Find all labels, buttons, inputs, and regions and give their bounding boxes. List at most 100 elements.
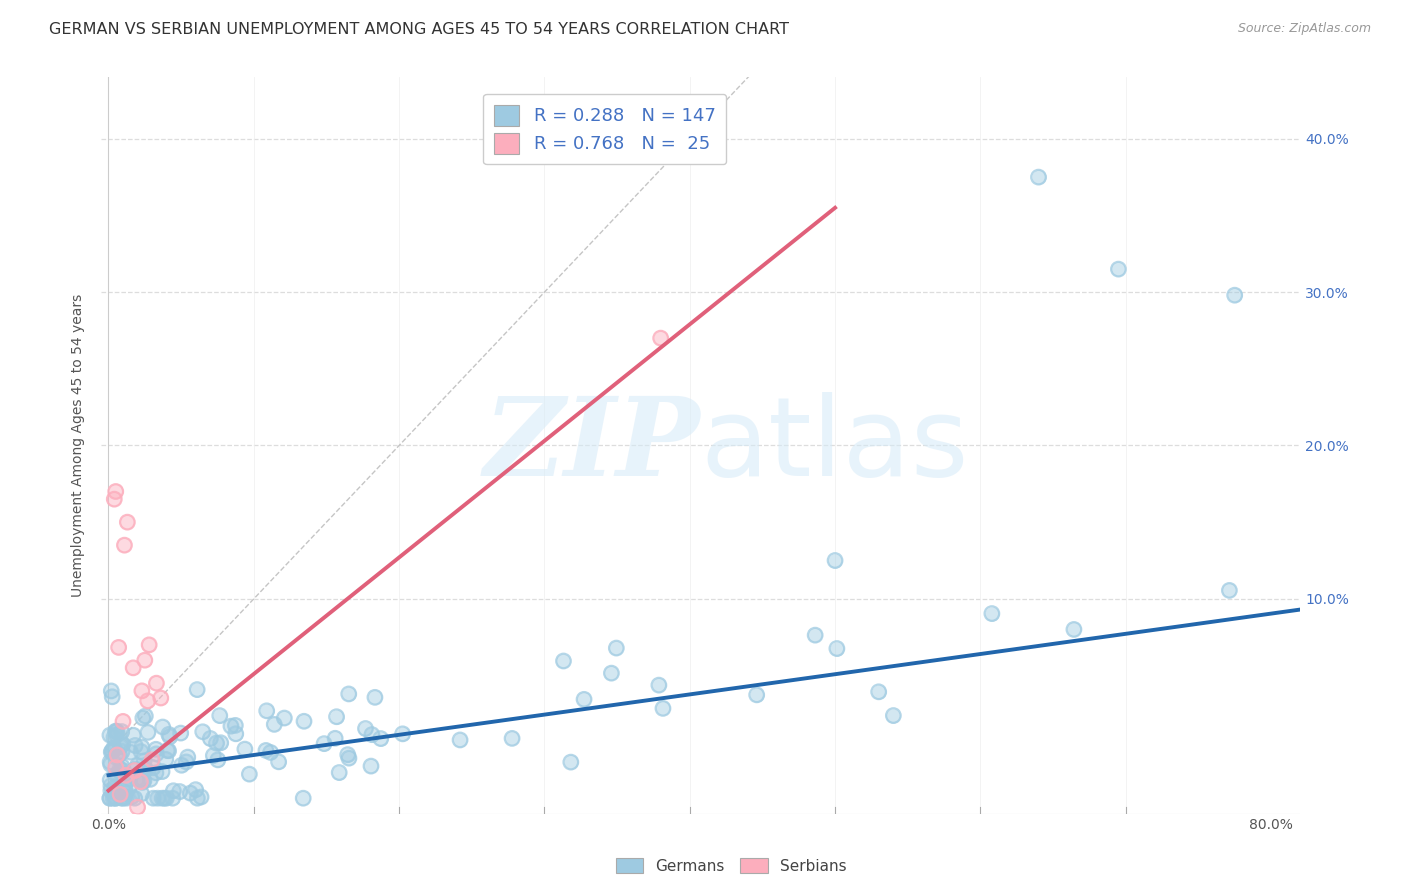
Point	[225, 727, 247, 741]
Point	[118, 780, 141, 795]
Point	[238, 767, 260, 781]
Point	[1218, 583, 1240, 598]
Point	[233, 742, 256, 756]
Point	[205, 736, 228, 750]
Point	[572, 692, 595, 706]
Point	[156, 743, 179, 757]
Point	[314, 737, 336, 751]
Point	[449, 733, 471, 747]
Point	[136, 725, 159, 739]
Point	[267, 755, 290, 769]
Point	[138, 638, 160, 652]
Point	[129, 774, 152, 789]
Point	[105, 728, 128, 742]
Point	[134, 754, 156, 768]
Point	[105, 724, 128, 739]
Point	[101, 690, 124, 704]
Point	[652, 701, 675, 715]
Point	[323, 731, 346, 746]
Point	[145, 765, 167, 780]
Point	[122, 728, 145, 742]
Point	[103, 740, 125, 755]
Point	[104, 791, 127, 805]
Point	[337, 687, 360, 701]
Point	[108, 762, 131, 776]
Point	[124, 791, 146, 805]
Point	[745, 688, 768, 702]
Point	[110, 739, 132, 754]
Point	[648, 678, 671, 692]
Point	[145, 676, 167, 690]
Point	[131, 684, 153, 698]
Point	[1028, 170, 1050, 185]
Point	[105, 750, 128, 764]
Point	[118, 780, 141, 795]
Point	[104, 484, 127, 499]
Point	[263, 717, 285, 731]
Point	[804, 628, 827, 642]
Point	[100, 684, 122, 698]
Point	[136, 694, 159, 708]
Point	[391, 727, 413, 741]
Point	[120, 745, 142, 759]
Point	[104, 724, 127, 739]
Point	[152, 720, 174, 734]
Y-axis label: Unemployment Among Ages 45 to 54 years: Unemployment Among Ages 45 to 54 years	[72, 293, 86, 597]
Point	[259, 746, 281, 760]
Point	[648, 678, 671, 692]
Point	[132, 711, 155, 725]
Point	[162, 791, 184, 805]
Point	[186, 682, 208, 697]
Point	[179, 786, 201, 800]
Point	[114, 538, 136, 552]
Point	[208, 708, 231, 723]
Point	[122, 728, 145, 742]
Point	[600, 666, 623, 681]
Point	[361, 728, 384, 742]
Point	[124, 764, 146, 778]
Point	[139, 772, 162, 787]
Point	[111, 759, 134, 773]
Point	[292, 714, 315, 729]
Point	[153, 791, 176, 805]
Point	[745, 688, 768, 702]
Point	[103, 791, 125, 805]
Point	[882, 708, 904, 723]
Point	[110, 739, 132, 754]
Point	[256, 704, 278, 718]
Point	[131, 775, 153, 789]
Point	[127, 759, 149, 773]
Point	[98, 791, 121, 805]
Point	[142, 761, 165, 775]
Point	[142, 791, 165, 805]
Point	[114, 780, 136, 794]
Point	[882, 708, 904, 723]
Point	[560, 755, 582, 769]
Point	[111, 791, 134, 805]
Point	[121, 789, 143, 804]
Point	[868, 685, 890, 699]
Point	[190, 789, 212, 804]
Point	[190, 789, 212, 804]
Point	[328, 765, 350, 780]
Point	[337, 751, 360, 765]
Point	[150, 764, 173, 779]
Point	[131, 772, 153, 786]
Point	[145, 676, 167, 690]
Point	[804, 628, 827, 642]
Point	[186, 791, 208, 805]
Point	[124, 764, 146, 778]
Point	[118, 772, 141, 786]
Point	[103, 791, 125, 805]
Point	[150, 764, 173, 779]
Point	[100, 779, 122, 793]
Point	[652, 701, 675, 715]
Point	[98, 728, 121, 742]
Point	[111, 791, 134, 805]
Point	[115, 768, 138, 782]
Point	[370, 731, 392, 746]
Point	[111, 745, 134, 759]
Point	[98, 791, 121, 805]
Point	[114, 786, 136, 800]
Point	[114, 786, 136, 800]
